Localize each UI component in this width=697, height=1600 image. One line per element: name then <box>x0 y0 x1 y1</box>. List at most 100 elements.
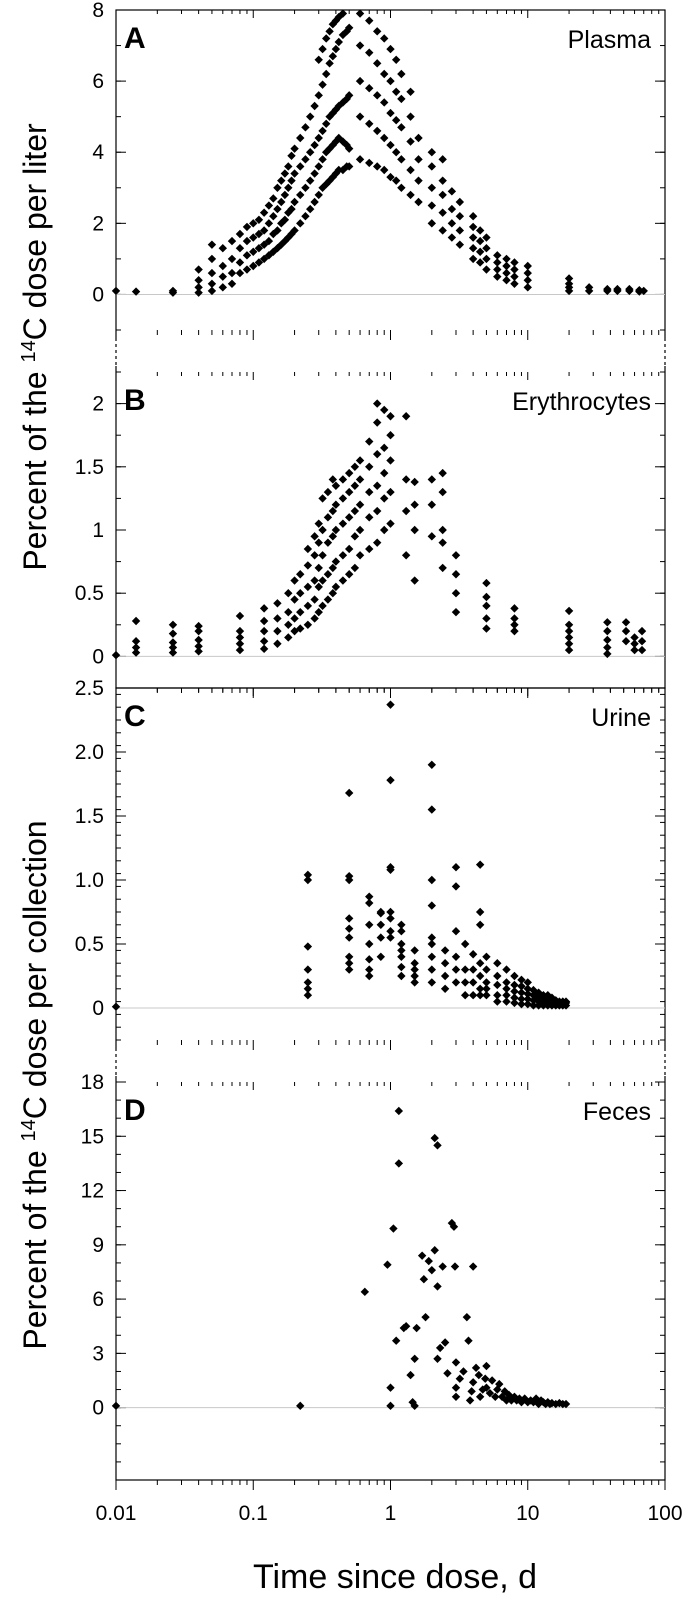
data-point <box>331 557 341 566</box>
data-point <box>475 984 485 993</box>
data-point <box>296 162 305 171</box>
data-point <box>391 148 401 157</box>
data-point <box>372 418 382 427</box>
data-point <box>301 183 310 192</box>
data-point <box>350 532 360 541</box>
data-point <box>502 1396 511 1405</box>
data-point <box>131 616 141 626</box>
y-tick-label: 4 <box>92 141 104 164</box>
data-point <box>168 620 178 629</box>
data-point <box>303 984 313 993</box>
data-point <box>482 233 491 242</box>
data-point <box>427 978 437 987</box>
data-point <box>314 519 323 528</box>
data-point <box>310 595 319 604</box>
data-point <box>194 635 203 645</box>
data-point <box>386 108 395 118</box>
data-point <box>523 978 532 987</box>
data-point <box>131 643 141 652</box>
data-point <box>290 226 299 235</box>
data-point <box>493 991 502 1000</box>
data-point <box>331 481 341 490</box>
data-point <box>637 637 647 646</box>
data-point <box>365 544 374 554</box>
data-point <box>603 626 612 636</box>
data-point <box>242 222 252 232</box>
data-point <box>440 959 450 968</box>
data-point <box>502 268 511 278</box>
data-point <box>259 644 269 654</box>
data-point <box>310 101 319 111</box>
data-point <box>331 582 341 592</box>
data-point <box>273 639 282 648</box>
y-tick-label: 0 <box>92 283 104 306</box>
data-point <box>365 119 374 128</box>
data-point <box>235 633 245 642</box>
data-point <box>427 183 437 192</box>
data-point <box>296 607 305 617</box>
data-point <box>493 997 502 1006</box>
data-point <box>306 176 315 185</box>
y-tick-label: 0 <box>92 645 104 668</box>
data-point <box>438 190 447 200</box>
data-point <box>314 607 323 617</box>
data-point <box>242 236 252 246</box>
data-point <box>380 133 389 143</box>
data-point <box>372 481 382 490</box>
data-point <box>460 939 470 949</box>
data-point <box>372 126 382 136</box>
data-point <box>517 975 526 985</box>
data-point <box>318 80 327 89</box>
data-point <box>194 626 203 636</box>
data-point <box>344 952 354 961</box>
data-point <box>355 41 365 50</box>
data-point <box>218 244 228 253</box>
data-point <box>502 997 511 1006</box>
data-point <box>249 219 258 228</box>
data-point <box>318 494 327 503</box>
data-point <box>355 500 365 509</box>
data-point <box>344 468 354 478</box>
data-point <box>277 197 286 207</box>
y-axis-title-bottom: Percent of the 14C dose per collection <box>17 820 53 1349</box>
data-point <box>564 633 574 642</box>
data-point <box>338 475 348 484</box>
data-point <box>350 563 360 573</box>
data-point <box>249 247 258 256</box>
data-point <box>564 645 574 655</box>
data-point <box>564 279 574 288</box>
data-point <box>401 551 411 560</box>
data-point <box>475 971 485 981</box>
data-point <box>468 222 478 232</box>
data-point <box>386 1383 395 1392</box>
data-point <box>475 226 485 235</box>
data-point <box>111 1002 121 1011</box>
data-point <box>493 959 502 968</box>
data-point <box>397 946 406 955</box>
data-point <box>507 1396 516 1405</box>
data-point <box>438 176 447 185</box>
data-point <box>303 544 313 554</box>
y-tick-label: 6 <box>92 70 104 93</box>
data-point <box>471 1363 481 1373</box>
data-point <box>355 155 365 164</box>
data-point <box>380 525 389 535</box>
data-point <box>338 9 348 18</box>
data-point <box>495 1379 504 1389</box>
y-tick-label: 6 <box>92 1288 104 1311</box>
data-point <box>493 971 502 981</box>
data-point <box>435 1343 445 1353</box>
data-point <box>510 279 519 288</box>
data-point <box>391 55 401 64</box>
data-point <box>386 907 395 917</box>
data-point <box>406 190 415 200</box>
data-point <box>451 1383 461 1392</box>
data-point <box>344 914 354 923</box>
data-point <box>639 286 648 296</box>
data-point <box>427 219 437 228</box>
data-point <box>502 991 511 1000</box>
data-point <box>401 506 411 516</box>
data-point <box>386 431 395 440</box>
data-point <box>482 254 491 264</box>
data-point <box>168 288 178 297</box>
